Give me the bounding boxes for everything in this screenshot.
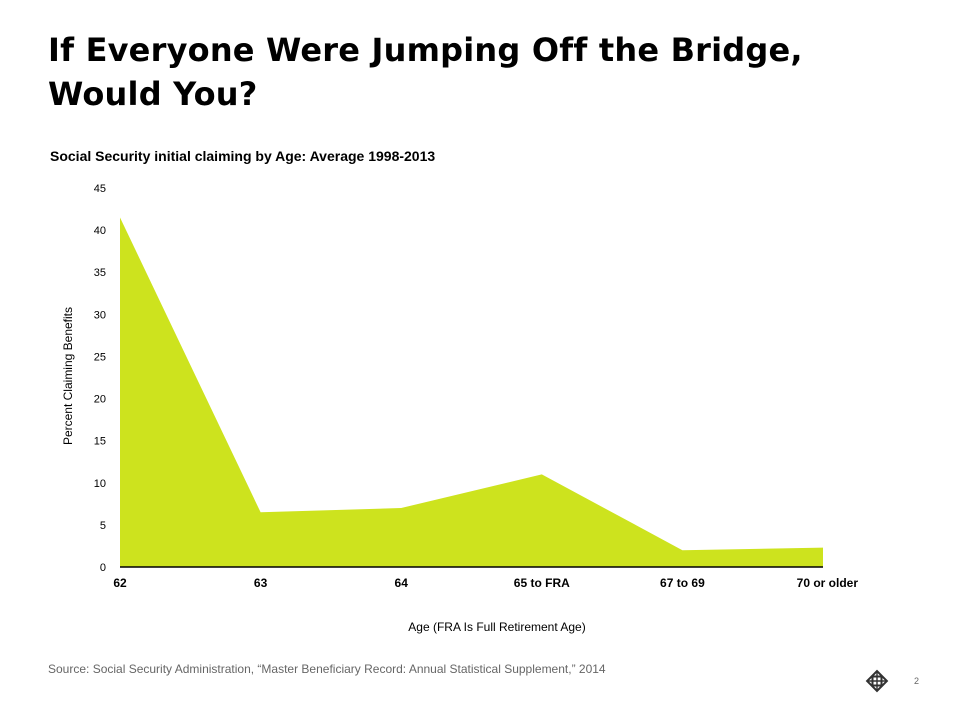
y-tick-label-9: 45 <box>94 183 106 195</box>
x-tick-label-4: 67 to 69 <box>660 576 705 590</box>
slide-title-line-2: Would You? <box>48 75 258 113</box>
y-tick-label-2: 10 <box>94 478 106 490</box>
x-axis-label: Age (FRA Is Full Retirement Age) <box>408 620 585 634</box>
y-tick-label-0: 0 <box>100 562 106 574</box>
slide-title-line-1: If Everyone Were Jumping Off the Bridge, <box>48 31 803 69</box>
y-tick-label-3: 15 <box>94 436 106 448</box>
y-tick-label-7: 35 <box>94 267 106 279</box>
x-tick-label-2: 64 <box>395 576 409 590</box>
y-tick-label-4: 20 <box>94 394 106 406</box>
interlocking-squares-logo-icon <box>865 669 889 693</box>
x-tick-label-0: 62 <box>113 576 127 590</box>
page-number: 2 <box>914 676 920 686</box>
x-tick-label-1: 63 <box>254 576 268 590</box>
area-series-claiming <box>120 217 823 567</box>
source-note: Source: Social Security Administration, … <box>48 662 606 676</box>
y-tick-label-8: 40 <box>94 225 106 237</box>
x-tick-label-3: 65 to FRA <box>514 576 570 590</box>
y-tick-label-6: 30 <box>94 309 106 321</box>
chart-title: Social Security initial claiming by Age:… <box>50 148 436 164</box>
x-tick-label-5: 70 or older <box>797 576 859 590</box>
y-tick-label-5: 25 <box>94 351 106 363</box>
slide-title: If Everyone Were Jumping Off the Bridge,… <box>48 28 908 116</box>
y-tick-label-1: 5 <box>100 520 106 532</box>
y-axis-label: Percent Claiming Benefits <box>61 307 75 445</box>
